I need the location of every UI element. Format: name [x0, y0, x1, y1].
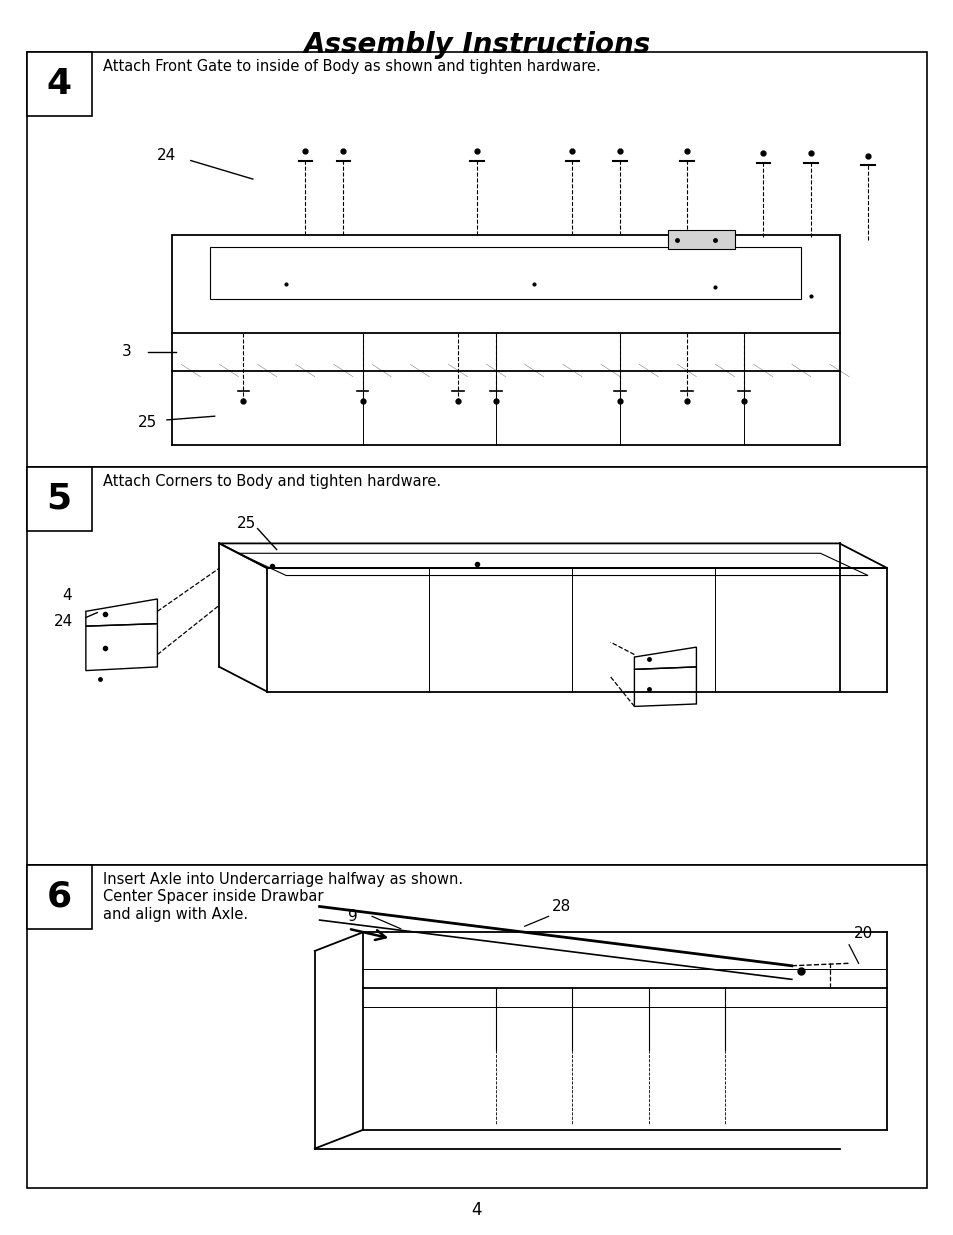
- Text: 25: 25: [236, 516, 255, 531]
- Text: Insert Axle into Undercarriage halfway as shown.
Center Spacer inside Drawbar
an: Insert Axle into Undercarriage halfway a…: [103, 872, 462, 921]
- Text: 4: 4: [471, 1202, 482, 1219]
- Text: 24: 24: [156, 148, 175, 163]
- Bar: [27, 467, 926, 864]
- Bar: [27, 864, 926, 1188]
- Bar: [27, 52, 91, 116]
- Text: Attach Front Gate to inside of Body as shown and tighten hardware.: Attach Front Gate to inside of Body as s…: [103, 59, 600, 74]
- Text: 4: 4: [62, 588, 71, 603]
- Text: 5: 5: [47, 482, 71, 516]
- Text: 6: 6: [47, 879, 71, 914]
- Text: 3: 3: [122, 345, 132, 359]
- Text: Attach Corners to Body and tighten hardware.: Attach Corners to Body and tighten hardw…: [103, 474, 440, 489]
- Text: 28: 28: [551, 899, 570, 914]
- Text: 25: 25: [138, 415, 157, 430]
- Bar: [27, 52, 926, 467]
- Text: 9: 9: [348, 909, 357, 924]
- Text: 4: 4: [47, 67, 71, 101]
- Bar: [667, 230, 734, 249]
- Bar: [27, 864, 91, 929]
- Text: 24: 24: [53, 614, 72, 629]
- Text: Assembly Instructions: Assembly Instructions: [303, 31, 650, 59]
- Bar: [27, 467, 91, 531]
- Text: 20: 20: [853, 926, 872, 941]
